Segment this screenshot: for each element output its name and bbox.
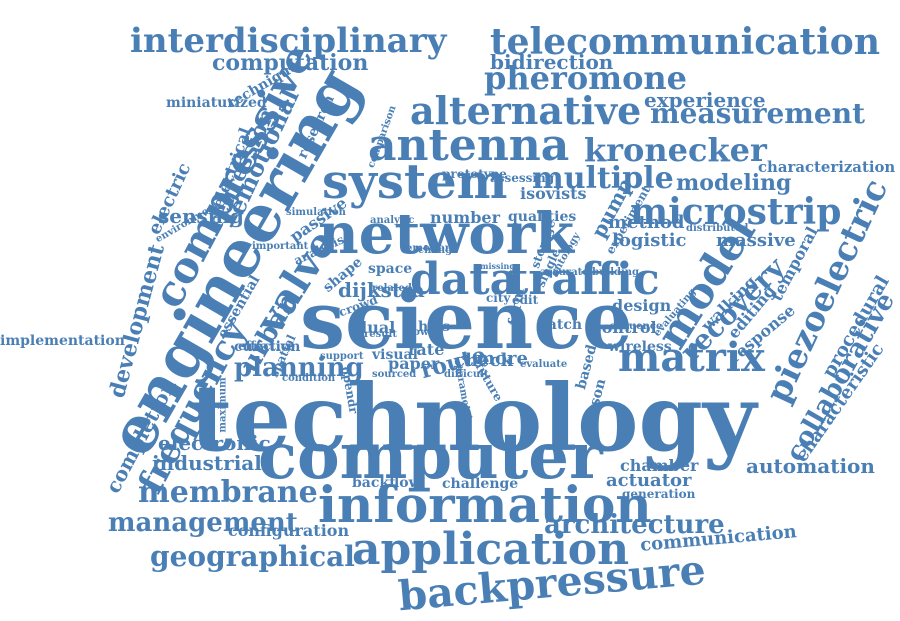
word-condition: condition [282,373,336,384]
word-dijkstra: dijkstra [338,278,425,302]
word-wireless: wireless [608,339,672,355]
word-emotion: emotion [406,243,452,254]
word-science: science [300,273,633,367]
word-related: related [372,283,412,294]
word-information: information [318,475,652,534]
word-technology: technology [190,364,757,472]
word-flow: flow [406,327,429,338]
word-implementation: implementation [0,333,125,349]
word-paper: paper [388,354,440,373]
word-distributed: distributed [686,223,749,234]
word-analytic: analytic [370,215,415,226]
word-assessing: assessing [490,171,555,185]
word-pheromone: pheromone [484,59,688,97]
word-experience: experience [644,88,766,112]
word-backflow: backflow [352,475,421,491]
word-characterization: characterization [758,158,896,176]
word-visual: visual [372,347,418,363]
word-chamber: chamber [620,456,699,475]
word-measurement: measurement [650,97,866,130]
word-matrix: matrix [618,334,765,381]
word-city: city [486,291,511,305]
word-actuator: actuator [606,470,692,491]
word-sourced: sourced [372,369,417,380]
word-generation: generation [622,487,696,501]
word-difficult: difficult [444,369,489,380]
word-miniaturized: miniaturized [166,95,267,111]
word-challenge: challenge [442,476,519,492]
word-computer: computer [258,419,603,494]
word-evaluate: evaluate [520,359,568,370]
word-rate: rate [408,340,445,359]
word-accurate-building: accurate building [540,267,640,278]
word-antenna: antenna [368,120,570,171]
word-control: control [592,318,657,337]
word-maximum: maximum [217,377,229,433]
word-traffic: traffic [508,254,660,305]
word-qualities: qualities [508,209,577,225]
word-membrane: membrane [138,475,318,510]
word-prototype: prototype [442,167,507,181]
word-design: design [612,296,672,315]
word-network: network [318,201,575,267]
word-space: space [368,261,413,277]
word-hfss: hfss [418,319,450,335]
word-alternative: alternative [410,88,642,133]
word-microstrip: microstrip [630,191,842,233]
word-effective: effective [238,339,296,353]
word-sequence: sequence [610,321,663,332]
word-telecommunication: telecommunication [490,21,880,63]
word-result: result [364,329,397,340]
word-missing: missing [480,261,515,271]
word-multiple: multiple [532,161,674,196]
word-massive: massive [716,230,796,251]
word-edit: edit [512,293,539,307]
word-sensing: sensing [158,204,244,228]
word-simulation: simulation [286,207,346,218]
word-important: important [252,241,309,252]
word-architecture: architecture [544,510,725,540]
word-automation: automation [746,454,875,478]
word-data: data [410,254,519,305]
word-more: more [476,348,528,369]
word-geographical: geographical [150,540,355,573]
word-logistic: logistic [612,230,687,251]
word-check: check [454,350,513,371]
word-application: application [352,524,630,575]
word-bidirection: bidirection [490,50,614,74]
word-configuration: configuration [228,521,350,540]
word-computation: computation [212,50,369,76]
word-support: support [320,351,364,362]
word-dual: dual [356,318,396,337]
word-management: management [108,508,298,538]
word-interdisciplinary: interdisciplinary [130,21,447,61]
word-system: system [322,154,508,210]
word-modeling: modeling [676,170,792,196]
word-isovists: isovists [520,184,587,203]
word-number: number [430,208,500,227]
word-electronic: electronic [158,431,271,455]
word-method: method [608,212,685,233]
word-change: change [418,245,459,256]
word-planning: planning [234,353,364,383]
word-industrial: industrial [152,451,262,475]
word-curation: curation [234,339,301,355]
word-kronecker: kronecker [584,131,767,169]
word-patch: patch [538,317,583,333]
